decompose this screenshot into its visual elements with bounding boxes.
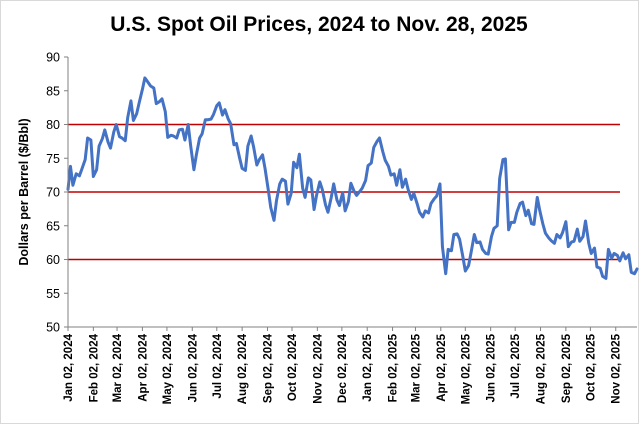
x-tick-label: Dec 02, 2024 (337, 333, 349, 403)
y-axis-label: Dollars per Barrel ($/Bbl) (17, 118, 31, 265)
x-tick-label: Feb 02, 2024 (88, 333, 100, 402)
x-tick-label: Jan 02, 2025 (362, 333, 374, 401)
series-line (66, 76, 639, 280)
y-tick-label: 60 (46, 253, 60, 267)
x-tick-label: Mar 02, 2024 (112, 333, 124, 402)
x-tick-label: Aug 02, 2025 (536, 333, 548, 404)
x-tick-label: Nov 02, 2025 (611, 333, 623, 403)
x-tick-label: Oct 02, 2025 (585, 333, 597, 401)
series-layer (66, 76, 639, 280)
x-tick-label: May 02, 2025 (460, 333, 472, 404)
x-axis: Jan 02, 2024 Feb 02, 2024 Mar 02, 2024 Apr … (63, 327, 623, 404)
x-tick-label: Apr 02, 2025 (436, 333, 448, 401)
y-tick-label: 55 (46, 287, 60, 301)
x-tick-label: Sep 02, 2024 (262, 333, 274, 403)
x-tick-label: Sep 02, 2025 (561, 333, 573, 403)
chart-title: U.S. Spot Oil Prices, 2024 to Nov. 28, 2… (110, 13, 528, 36)
x-tick-label: Jan 02, 2024 (63, 333, 75, 401)
x-tick-label: Jun 02, 2025 (486, 333, 498, 402)
x-tick-label: Jun 02, 2024 (187, 333, 199, 402)
x-tick-label: Apr 02, 2024 (137, 333, 149, 401)
y-tick-label: 80 (46, 118, 60, 132)
x-tick-label: Feb 02, 2025 (388, 333, 400, 402)
y-tick-label: 90 (46, 51, 60, 65)
x-tick-label: Aug 02, 2024 (237, 333, 249, 404)
y-axis: 50 55 60 65 70 75 80 85 90 (46, 51, 68, 335)
x-tick-label: Nov 02, 2024 (312, 333, 324, 403)
y-tick-label: 85 (46, 84, 60, 98)
y-tick-label: 65 (46, 219, 60, 233)
x-tick-label: Oct 02, 2024 (287, 333, 299, 401)
y-tick-label: 50 (46, 321, 60, 335)
y-tick-label: 70 (46, 186, 60, 200)
x-tick-label: Mar 02, 2025 (410, 333, 422, 402)
x-tick-label: Jul 02, 2024 (212, 333, 224, 398)
x-tick-label: Jul 02, 2025 (510, 333, 522, 398)
y-tick-label: 75 (46, 152, 60, 166)
x-tick-label: May 02, 2024 (162, 333, 174, 404)
